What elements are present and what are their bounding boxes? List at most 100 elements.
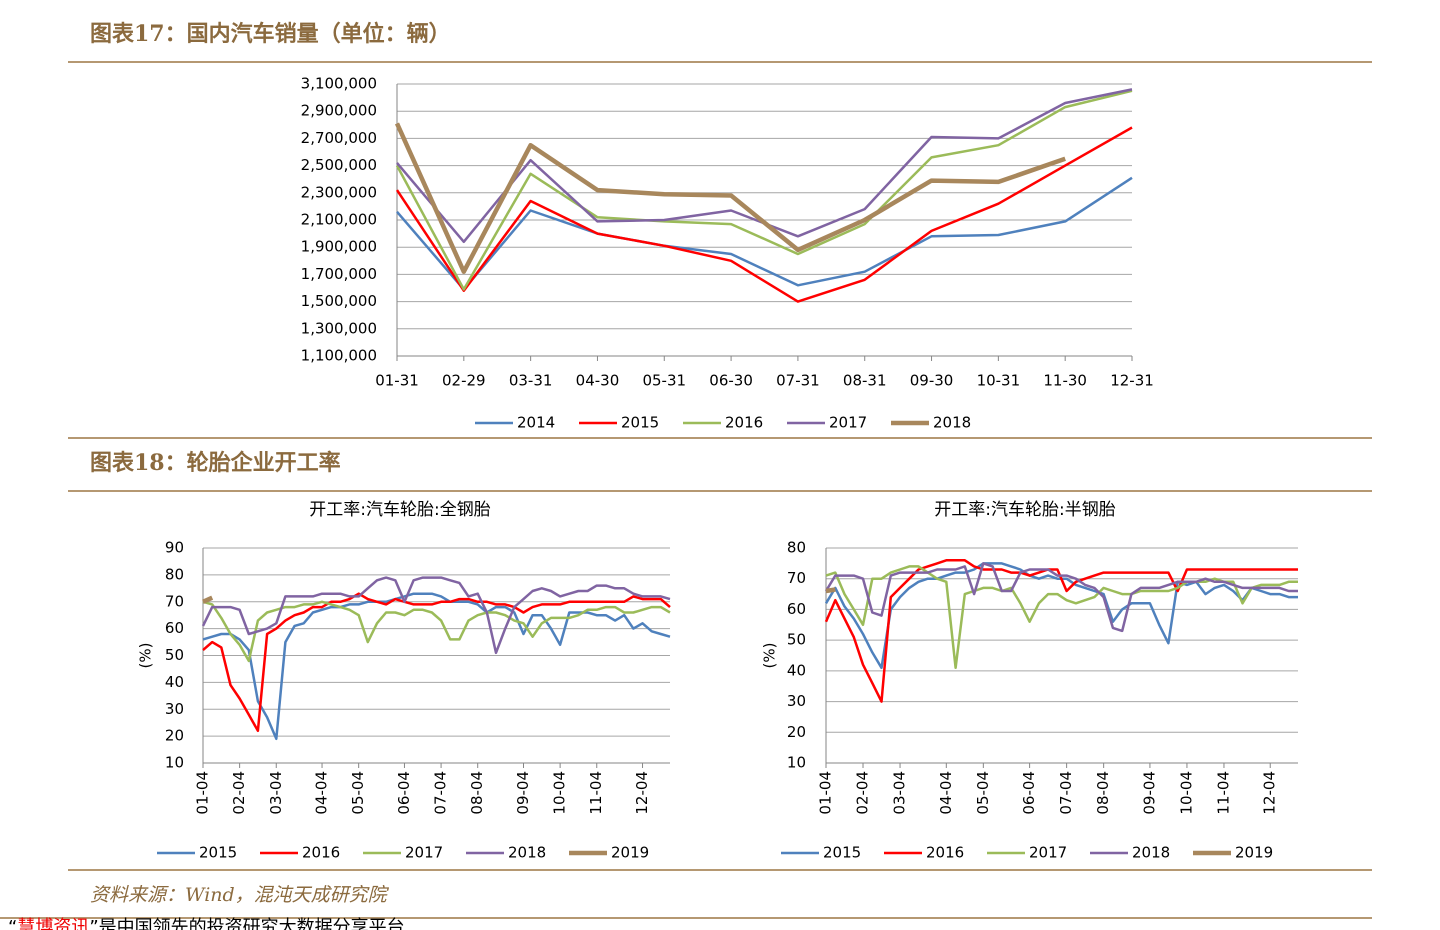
y-axis-title: (%) (137, 643, 155, 669)
x-tick-label: 09-04 (1140, 771, 1158, 815)
x-tick-label: 10-31 (977, 372, 1021, 390)
x-tick-label: 08-04 (468, 771, 486, 815)
x-tick-label: 01-04 (817, 771, 835, 815)
y-tick-label: 2,700,000 (301, 129, 377, 147)
y-tick-label: 2,500,000 (301, 156, 377, 174)
x-tick-label: 03-04 (267, 771, 285, 815)
chart-title: 开工率:汽车轮胎:全钢胎 (309, 500, 490, 520)
x-tick-label: 06-30 (709, 372, 753, 390)
quote: “ (8, 917, 17, 930)
y-tick-label: 40 (165, 673, 184, 691)
y-tick-label: 20 (787, 723, 806, 741)
legend-label: 2016 (302, 844, 340, 862)
y-tick-label: 10 (787, 754, 806, 772)
x-tick-label: 02-29 (442, 372, 486, 390)
y-tick-label: 60 (165, 619, 184, 637)
y-tick-label: 2,100,000 (301, 211, 377, 229)
series-line (202, 592, 671, 741)
footer-rest: ”是中国领先的投资研究大数据分享平台 (89, 917, 404, 930)
x-tick-label: 07-31 (776, 372, 820, 390)
x-tick-label: 04-04 (937, 771, 955, 815)
x-tick-label: 01-31 (375, 372, 419, 390)
series-line (201, 576, 671, 655)
y-tick-label: 20 (165, 727, 184, 745)
y-tick-label: 1,100,000 (301, 347, 377, 365)
x-tick-label: 01-04 (194, 771, 212, 815)
legend-label: 2015 (621, 414, 659, 432)
y-tick-label: 80 (787, 539, 806, 557)
y-tick-label: 2,900,000 (301, 102, 377, 120)
legend-label: 2016 (926, 844, 964, 862)
x-tick-label: 03-04 (891, 771, 909, 815)
brand-link[interactable]: 慧博资讯 (17, 917, 89, 930)
x-tick-label: 05-31 (642, 372, 686, 390)
legend-label: 2019 (611, 844, 649, 862)
legend-label: 2017 (829, 414, 867, 432)
legend-label: 2014 (517, 414, 555, 432)
legend-label: 2016 (725, 414, 763, 432)
legend-label: 2017 (1029, 844, 1067, 862)
y-tick-label: 60 (787, 600, 806, 618)
y-tick-label: 1,700,000 (301, 265, 377, 283)
series-line (824, 559, 1298, 703)
x-tick-label: 12-31 (1110, 372, 1154, 390)
y-tick-label: 50 (165, 646, 184, 664)
legend-label: 2015 (823, 844, 861, 862)
x-tick-label: 12-04 (633, 771, 651, 815)
legend-label: 2018 (1132, 844, 1170, 862)
x-tick-label: 04-04 (313, 771, 331, 815)
y-tick-label: 3,100,000 (301, 75, 377, 93)
series-line (396, 176, 1133, 291)
x-tick-label: 11-04 (587, 771, 605, 815)
legend-label: 2019 (1235, 844, 1273, 862)
series-line (202, 592, 671, 733)
y-tick-label: 70 (165, 592, 184, 610)
legend-label: 2018 (933, 414, 971, 432)
y-tick-label: 10 (165, 754, 184, 772)
x-tick-label: 06-04 (1020, 771, 1038, 815)
x-tick-label: 09-04 (514, 771, 532, 815)
x-tick-label: 04-30 (576, 372, 620, 390)
source-note: 资料来源：Wind，混沌天成研究院 (90, 884, 390, 906)
x-tick-label: 05-04 (349, 771, 367, 815)
charts: 1,100,000 1,300,000 1,500,000 1,700,000 1,90… (137, 75, 1298, 862)
x-tick-label: 11-30 (1043, 372, 1087, 390)
series-line (825, 565, 1298, 670)
y-tick-label: 1,900,000 (301, 238, 377, 256)
x-tick-label: 03-31 (509, 372, 553, 390)
x-tick-label: 09-30 (910, 372, 954, 390)
x-tick-label: 08-04 (1094, 771, 1112, 815)
legend-label: 2015 (199, 844, 237, 862)
x-tick-label: 07-04 (432, 771, 450, 815)
y-tick-label: 1,300,000 (301, 319, 377, 337)
x-tick-label: 08-31 (843, 372, 887, 390)
y-tick-label: 40 (787, 661, 806, 679)
section-title: 图表17：国内汽车销量（单位：辆） (90, 21, 451, 47)
x-tick-label: 02-04 (230, 771, 248, 815)
y-tick-label: 70 (787, 569, 806, 587)
series-line (395, 89, 1133, 291)
y-tick-label: 2,300,000 (301, 183, 377, 201)
y-tick-label: 80 (165, 565, 184, 583)
y-tick-label: 1,500,000 (301, 292, 377, 310)
y-tick-label: 50 (787, 631, 806, 649)
x-tick-label: 07-04 (1057, 771, 1075, 815)
y-axis-title: (%) (761, 643, 779, 669)
series-line (395, 126, 1133, 303)
x-tick-label: 10-04 (1177, 771, 1195, 815)
x-tick-label: 12-04 (1261, 771, 1279, 815)
legend-label: 2018 (508, 844, 546, 862)
x-tick-label: 05-04 (974, 771, 992, 815)
y-tick-label: 30 (165, 700, 184, 718)
y-tick-label: 90 (165, 539, 184, 557)
x-tick-label: 11-04 (1214, 771, 1232, 815)
x-tick-label: 06-04 (395, 771, 413, 815)
series-line (202, 595, 214, 604)
x-tick-label: 10-04 (551, 771, 569, 815)
chart-title: 开工率:汽车轮胎:半钢胎 (934, 500, 1115, 520)
legend-label: 2017 (405, 844, 443, 862)
series-line (394, 122, 1066, 274)
y-tick-label: 30 (787, 692, 806, 710)
